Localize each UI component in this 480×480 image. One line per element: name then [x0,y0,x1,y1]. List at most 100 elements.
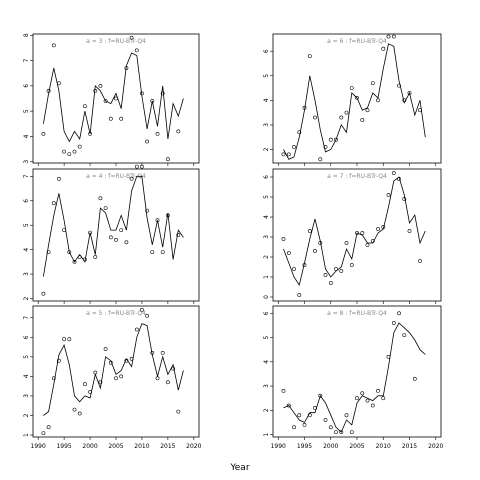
observed-point [134,48,139,53]
observed-point [114,96,118,101]
observed-point [72,149,77,154]
observed-point [103,99,108,103]
observed-point [176,129,181,134]
observed-point [355,396,359,401]
observed-point [360,231,365,235]
observed-point [41,291,46,296]
observed-point [98,196,103,201]
observed-point [77,144,82,149]
observed-point [418,259,422,263]
observed-point [165,157,170,162]
observed-point [370,239,375,243]
observed-point [381,225,386,229]
y-tick-label: 5 [263,74,270,78]
x-tick-label: 1990 [31,443,46,450]
observed-point [46,250,51,255]
observed-point [145,139,150,144]
observed-point [124,358,129,363]
observed-point [57,176,61,181]
observed-point [281,388,286,393]
y-tick-label: 3 [23,272,30,276]
observed-point [119,228,124,233]
observed-point [134,327,139,332]
x-tick-label: 1995 [56,443,71,450]
observed-point [370,81,375,86]
observed-point [328,137,333,142]
x-tick-label: 2010 [376,443,391,450]
observed-point [339,430,344,435]
observed-point [57,81,61,86]
y-tick-label: 6 [23,84,30,88]
x-tick-label: 2015 [160,443,175,450]
y-tick-label: 8 [23,33,30,37]
observed-point [88,390,93,394]
observed-point [407,91,412,95]
observed-point [386,354,391,359]
observed-point [62,228,67,233]
x-tick-label: 2005 [108,443,123,450]
observed-point [334,430,338,435]
observed-point [176,233,181,237]
observed-point [286,403,291,408]
observed-point [124,66,129,71]
panel-title: a = 5 : f=RU-BTr-Q4 [86,310,146,317]
observed-point [313,115,317,120]
observed-point [328,281,333,285]
y-tick-label: 4 [23,248,30,252]
observed-point [397,177,401,181]
y-tick-label: 2 [23,296,30,300]
observed-point [160,250,165,255]
observed-point [297,413,302,418]
observed-point [98,84,103,88]
observed-point [349,430,354,435]
panel-frame [32,33,200,164]
panels: a = 3 : f=RU-BTr-Q4 3 4 5 6 7 8 a = 4 : f=RU-BT… [23,33,444,450]
observed-point [323,418,328,422]
observed-point [176,409,181,414]
y-tick-label: 3 [23,394,30,398]
y-tick-label: 5 [23,109,30,113]
y-tick-label: 4 [263,98,270,102]
observed-point [72,259,77,264]
observed-point [139,91,144,96]
observed-point [77,411,82,416]
observed-point [46,425,51,430]
observed-point [51,376,56,381]
y-tick-label: 4 [263,360,270,364]
observed-point [129,35,134,40]
observed-point [344,110,349,115]
observed-point [318,393,323,398]
observed-point [397,311,401,316]
y-tick-label: 5 [23,355,30,359]
observed-point [292,425,296,430]
observed-point [67,250,72,255]
observed-point [360,118,365,122]
observed-point [349,86,354,91]
observed-point [386,34,391,39]
observed-point [88,230,93,235]
y-tick-label: 2 [263,255,270,259]
x-tick-label: 1990 [271,443,286,450]
observed-point [307,229,312,233]
observed-point [349,263,354,267]
observed-point [139,307,144,312]
observed-point [286,152,291,157]
fitted-line [43,323,184,416]
observed-point [46,89,51,93]
observed-point [155,376,160,381]
panel-title: a = 4 : f=RU-BTr-Q4 [86,173,146,180]
observed-point [344,241,349,245]
y-tick-label: 6 [23,335,30,339]
fitted-line [283,43,426,160]
observed-point [286,251,291,255]
observed-point [51,43,56,48]
observed-point [119,374,124,379]
observed-point [114,376,118,381]
y-tick-label: 5 [263,335,270,339]
panel-title: a = 3 : f=RU-BTr-Q4 [86,38,146,45]
observed-point [108,235,113,240]
y-tick-label: 6 [263,175,270,179]
y-tick-label: 1 [263,275,270,279]
observed-point [302,422,307,427]
